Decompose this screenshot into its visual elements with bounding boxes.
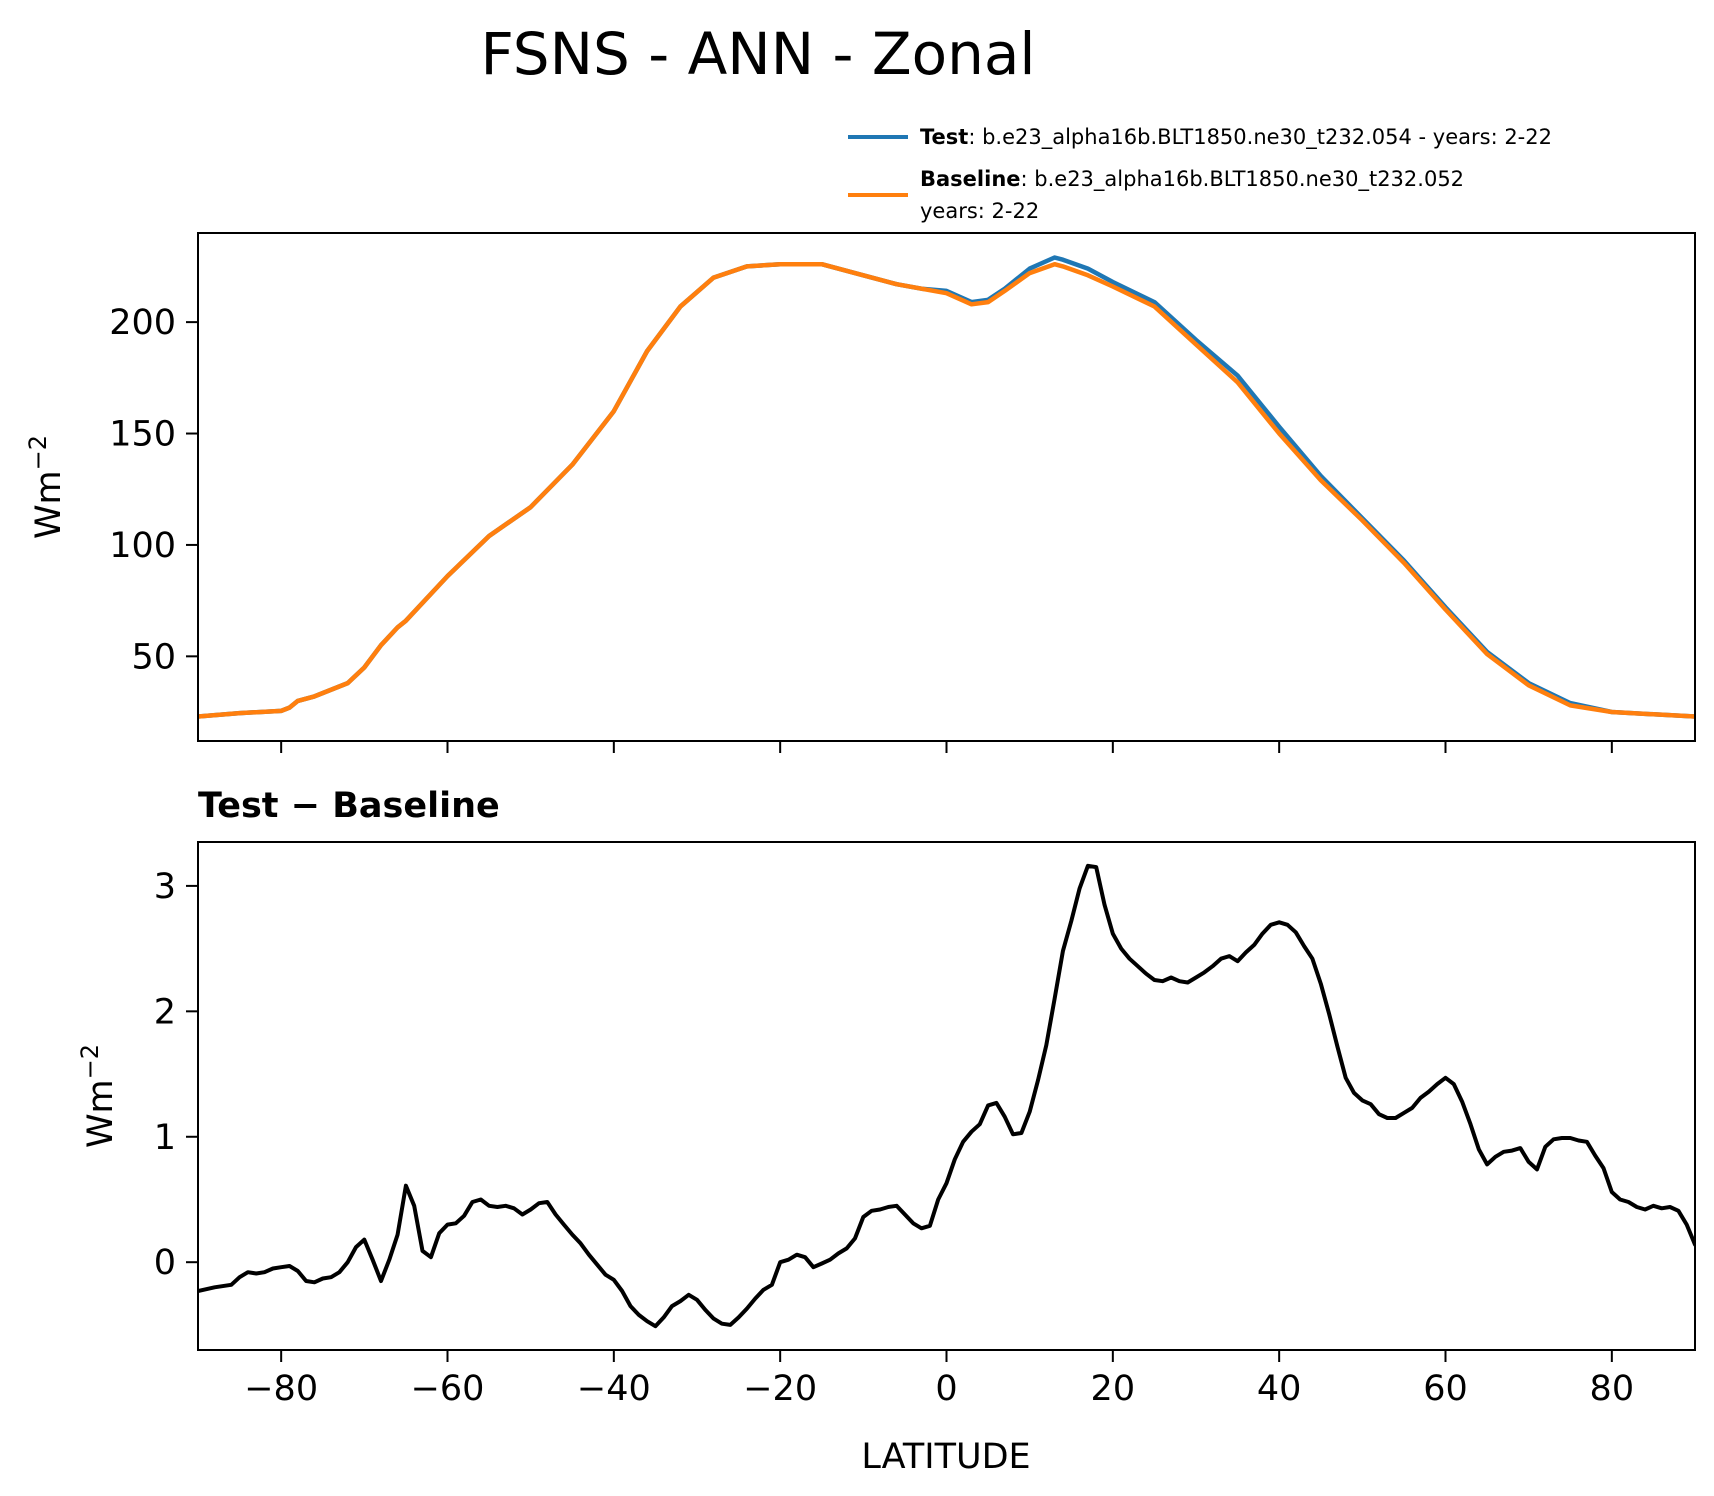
zonal-mean-y-ticks: 50 100 150 200 [109, 303, 198, 677]
legend-label-baseline: Baseline [920, 167, 1021, 191]
difference-panel-title: Test − Baseline [198, 786, 500, 826]
zonal-mean-line-test [198, 255, 1695, 719]
zonal-mean-axes-frame [197, 232, 1696, 742]
zonal-mean-y-tick-label: 100 [109, 526, 176, 566]
difference-axes-frame [197, 841, 1696, 1351]
difference-y-tick-label: 0 [154, 1243, 176, 1283]
difference-y-axis-unit: Wm [81, 1079, 121, 1148]
difference-panel: Test − Baseline 0 1 2 3 −80 −60 −40 −20 0 20 40 60… [76, 786, 1696, 1477]
x-tick-label: 0 [935, 1369, 957, 1409]
legend-text-baseline-years: years: 2-22 [920, 199, 1039, 223]
legend-entry-baseline: Baseline: b.e23_alpha16b.BLT1850.ne30_t2… [920, 167, 1464, 192]
difference-series-group [198, 863, 1695, 1329]
zonal-mean-y-tick-label: 150 [109, 415, 176, 455]
difference-y-tick-label: 1 [154, 1118, 176, 1158]
x-tick-label: −40 [577, 1369, 651, 1409]
zonal-mean-series-group [198, 255, 1695, 719]
x-tick-label: 60 [1423, 1369, 1468, 1409]
difference-y-tick-label: 2 [154, 992, 176, 1032]
zonal-mean-y-axis-exponent: −2 [24, 435, 52, 470]
difference-line-test-baseline [198, 863, 1695, 1329]
x-tick-label: 40 [1257, 1369, 1302, 1409]
difference-y-tick-label: 3 [154, 867, 176, 907]
legend-entry-test: Test: b.e23_alpha16b.BLT1850.ne30_t232.0… [920, 125, 1552, 150]
x-tick-label: −60 [411, 1369, 485, 1409]
x-tick-label: 80 [1590, 1369, 1635, 1409]
difference-x-ticks: −80 −60 −40 −20 0 20 40 60 80 [244, 1350, 1634, 1409]
zonal-mean-y-tick-label: 50 [131, 637, 176, 677]
legend-text-test: : b.e23_alpha16b.BLT1850.ne30_t232.054 -… [968, 125, 1552, 150]
difference-y-axis-label: Wm−2 [76, 1044, 121, 1148]
zonal-mean-y-axis-label: Wm−2 [24, 435, 69, 539]
zonal-mean-x-ticks [280, 741, 1613, 753]
zonal-mean-y-axis-unit: Wm [29, 470, 69, 539]
zonal-mean-panel: 50 100 150 200 Wm−2 [24, 232, 1696, 753]
x-tick-label: 20 [1091, 1369, 1136, 1409]
difference-y-axis-exponent: −2 [76, 1044, 104, 1079]
chart-title: FSNS - ANN - Zonal [480, 20, 1035, 88]
zonal-mean-line-baseline [198, 261, 1695, 719]
difference-y-ticks: 0 1 2 3 [154, 867, 198, 1283]
zonal-mean-y-tick-label: 200 [109, 303, 176, 343]
x-axis-label: LATITUDE [861, 1437, 1030, 1477]
legend-text-baseline: : b.e23_alpha16b.BLT1850.ne30_t232.052 [1021, 167, 1465, 192]
legend: Test: b.e23_alpha16b.BLT1850.ne30_t232.0… [848, 125, 1552, 223]
legend-label-test: Test [920, 125, 968, 149]
x-tick-label: −80 [244, 1369, 318, 1409]
x-tick-label: −20 [743, 1369, 817, 1409]
